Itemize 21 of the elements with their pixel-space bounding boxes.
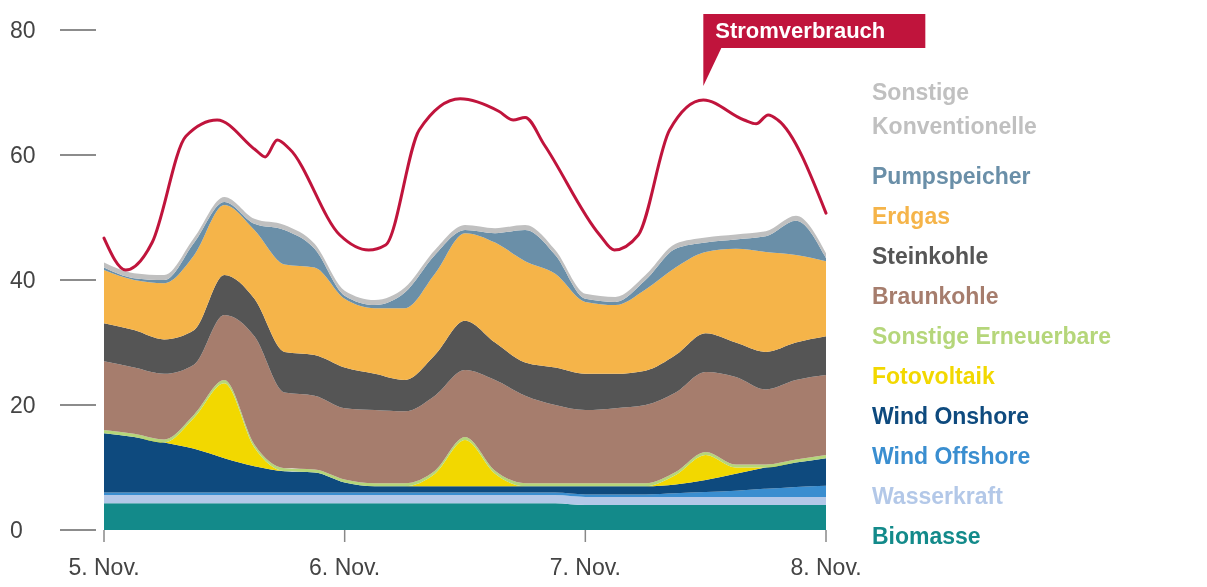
x-tick-label: 8. Nov.	[790, 554, 862, 580]
text: Sonstige Konventionelle	[872, 79, 1037, 139]
y-tick-label: 20	[10, 392, 36, 418]
text: Pumpspeicher	[872, 163, 1031, 189]
text: Braunkohle	[872, 283, 999, 309]
series-label: Biomasse	[872, 523, 981, 549]
text: Fotovoltaik	[872, 363, 995, 389]
y-tick-label: 60	[10, 142, 36, 168]
text: Sonstige Erneuerbare	[872, 323, 1112, 349]
y-tick-label: 0	[10, 517, 23, 543]
x-tick-label: 5. Nov.	[68, 554, 140, 580]
text: Wasserkraft	[872, 483, 1004, 509]
text: Wind Onshore	[872, 403, 1029, 429]
text: Steinkohle	[872, 243, 989, 269]
text: Erdgas	[872, 203, 950, 229]
y-tick-label: 80	[10, 17, 36, 43]
text: Stromverbrauch	[715, 18, 886, 43]
text: Wind Offshore	[872, 443, 1031, 469]
y-tick-label: 40	[10, 267, 36, 293]
x-tick-label: 7. Nov.	[549, 554, 621, 580]
x-tick-label: 6. Nov.	[309, 554, 381, 580]
